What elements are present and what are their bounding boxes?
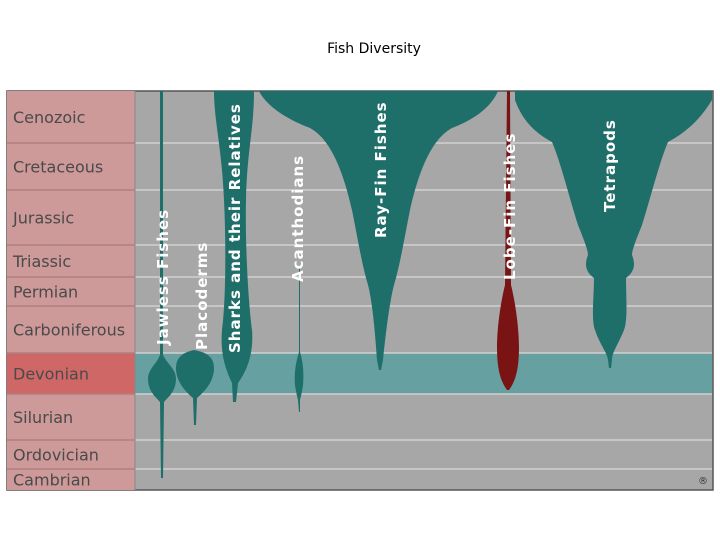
group-label: Placoderms xyxy=(193,242,211,350)
ray-fin-fishes-spindle xyxy=(259,91,498,370)
period-label-column: Cenozoic Cretaceous Jurassic Triassic Permia… xyxy=(7,91,135,490)
sharks-spindle xyxy=(214,91,254,402)
acanthodians-spindle xyxy=(294,266,304,412)
group-label: Sharks and their Relatives xyxy=(226,103,244,353)
period-label: Cambrian xyxy=(13,471,91,490)
period-label: Permian xyxy=(13,283,78,302)
period-cell xyxy=(7,190,135,245)
period-cell xyxy=(7,91,135,143)
group-label: Tetrapods xyxy=(601,119,619,212)
devonian-band xyxy=(135,353,712,394)
group-label: Acanthodians xyxy=(289,155,307,282)
period-cell xyxy=(7,306,135,353)
group-label: Lobe-Fin Fishes xyxy=(501,133,519,280)
diagram-title: Fish Diversity xyxy=(327,41,421,57)
period-cell xyxy=(7,469,135,490)
period-label: Triassic xyxy=(12,252,71,271)
period-cell xyxy=(7,143,135,190)
period-cell xyxy=(7,353,135,394)
period-cell xyxy=(7,277,135,306)
period-label: Ordovician xyxy=(13,446,99,465)
group-label: Ray-Fin Fishes xyxy=(372,101,390,238)
lobe-fin-fishes-spindle xyxy=(497,91,519,390)
period-label: Cretaceous xyxy=(13,158,103,177)
period-label: Jurassic xyxy=(12,209,74,228)
period-cell xyxy=(7,245,135,277)
period-label: Silurian xyxy=(13,408,73,427)
copyright-mark: ® xyxy=(698,476,708,487)
period-cell xyxy=(7,394,135,440)
group-labels: Jawless Fishes Placoderms Sharks and their… xyxy=(154,101,619,353)
jawless-fishes-spindle xyxy=(148,91,176,478)
period-cell xyxy=(7,440,135,469)
period-label: Carboniferous xyxy=(13,321,125,340)
period-label: Devonian xyxy=(13,365,89,384)
group-label: Jawless Fishes xyxy=(154,209,172,346)
placoderms-spindle xyxy=(176,350,214,425)
tetrapods-spindle xyxy=(515,91,712,368)
period-label: Cenozoic xyxy=(13,108,85,127)
